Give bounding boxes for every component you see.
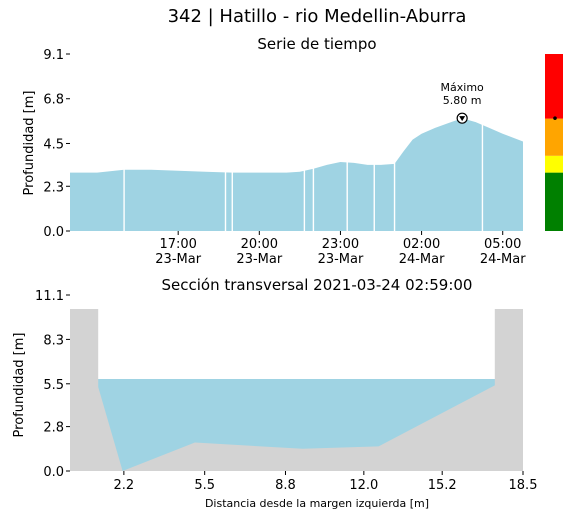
x-tick-label: 8.8 (275, 478, 296, 493)
scale-band (545, 155, 563, 173)
x-tick-label: 12.0 (349, 478, 378, 493)
y-tick-label: 0.0 (43, 225, 64, 240)
x-tick-label: 23-Mar (318, 252, 364, 267)
scale-band (545, 118, 563, 156)
x-tick-label: 2.2 (114, 478, 135, 493)
scale-level-marker (553, 116, 557, 120)
scale-band (545, 54, 563, 119)
x-tick-label: 23:00 (322, 237, 359, 252)
cross-section-plot: 0.0 2.8 5.5 8.3 11.1 2.2 5.5 8.8 12.0 15.2 18.5 (35, 289, 537, 493)
max-marker-triangle (459, 116, 466, 122)
y-tick-label: 5.5 (43, 378, 64, 393)
x-tick-label: 24-Mar (399, 252, 445, 267)
x-tick-label: 17:00 (159, 237, 196, 252)
max-annotation-value: 5.80 m (443, 94, 482, 107)
y-tick-label: 0.0 (43, 465, 64, 480)
alert-color-scale (545, 54, 563, 231)
x-tick-label: 24-Mar (480, 252, 526, 267)
x-tick-label: 5.5 (194, 478, 215, 493)
water-area (98, 379, 495, 471)
chart-subtitle: Serie de tiempo (257, 35, 376, 53)
x-tick-label: 05:00 (484, 237, 521, 252)
x-tick-label: 20:00 (241, 237, 278, 252)
x-tick-label: 15.2 (428, 478, 457, 493)
section-title: Sección transversal 2021-03-24 02:59:00 (162, 276, 473, 294)
x-tick-label: 18.5 (509, 478, 538, 493)
y-tick-label: 6.8 (43, 93, 64, 108)
y-tick-label: 2.3 (43, 180, 64, 195)
time-series-plot: 0.02.34.56.89.117:0023-Mar20:0023-Mar23:… (43, 48, 526, 267)
y-tick-label: 11.1 (35, 289, 64, 304)
x-tick-label: 23-Mar (155, 252, 201, 267)
y-tick-label: 2.8 (43, 421, 64, 436)
max-annotation-label: Máximo (441, 81, 485, 94)
depth-area (70, 118, 523, 231)
top-y-axis-label: Profundidad [m] (22, 91, 37, 196)
x-tick-label: 02:00 (403, 237, 440, 252)
air-space (98, 309, 495, 379)
scale-band (545, 172, 563, 231)
section-x-axis-label: Distancia desde la margen izquierda [m] (205, 497, 429, 510)
chart-title: 342 | Hatillo - rio Medellin-Aburra (168, 6, 467, 27)
x-tick-label: 23-Mar (236, 252, 282, 267)
y-tick-label: 8.3 (43, 333, 64, 348)
y-tick-label: 4.5 (43, 137, 64, 152)
y-tick-label: 9.1 (43, 48, 64, 63)
section-y-axis-label: Profundidad [m] (12, 333, 27, 438)
